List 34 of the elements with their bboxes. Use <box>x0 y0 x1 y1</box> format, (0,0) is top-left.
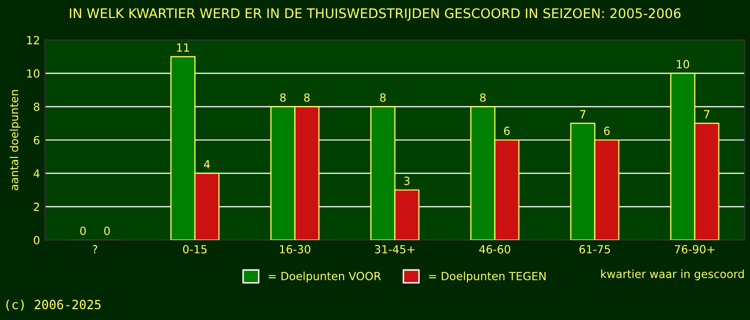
x-tick-label: 16-30 <box>280 245 310 254</box>
data-label: 8 <box>280 93 286 102</box>
data-label: 6 <box>504 126 510 136</box>
y-tick-label: 12 <box>27 36 40 44</box>
y-axis-title: aantal doelpunten <box>10 90 20 190</box>
data-label: 10 <box>676 60 690 68</box>
y-tick-label: 10 <box>27 69 40 78</box>
data-label: 11 <box>177 43 189 52</box>
data-label: 0 <box>80 226 86 236</box>
text: (c) 2006-2025 <box>6 300 101 311</box>
y-tick-label: 4 <box>34 169 40 178</box>
x-tick-label: 46-60 <box>479 245 510 254</box>
x-tick-label: ? <box>92 245 98 254</box>
y-tick-label: 0 <box>34 236 40 244</box>
data-label: 7 <box>704 110 710 118</box>
data-label: 8 <box>304 93 310 102</box>
data-label: 7 <box>580 110 586 118</box>
y-tick-label: 6 <box>34 136 40 144</box>
x-tick-label: 31-45+ <box>374 245 414 254</box>
y-tick-label: 2 <box>34 202 40 211</box>
x-tick-label: 76-90+ <box>674 245 714 254</box>
data-label: 8 <box>380 93 386 102</box>
chart-title: IN WELK KWARTIER WERD ER IN DE THUISWEDSTRIJDEN GESCOORD IN SEIZOEN: 2005-2006 <box>70 8 681 21</box>
y-tick-label: 8 <box>34 102 40 112</box>
data-label: 3 <box>404 176 410 186</box>
data-label: 0 <box>104 226 110 236</box>
data-label: 6 <box>604 126 610 136</box>
x-tick-label: 0-15 <box>183 245 207 254</box>
x-tick-label: 61-75 <box>579 245 610 254</box>
x-axis-title: kwartier waar in gescoord <box>601 270 744 280</box>
data-label: 4 <box>204 160 210 168</box>
legend-label: = Doelpunten TEGEN <box>429 272 546 282</box>
legend-label: = Doelpunten VOOR <box>268 272 381 282</box>
data-label: 8 <box>480 93 486 102</box>
